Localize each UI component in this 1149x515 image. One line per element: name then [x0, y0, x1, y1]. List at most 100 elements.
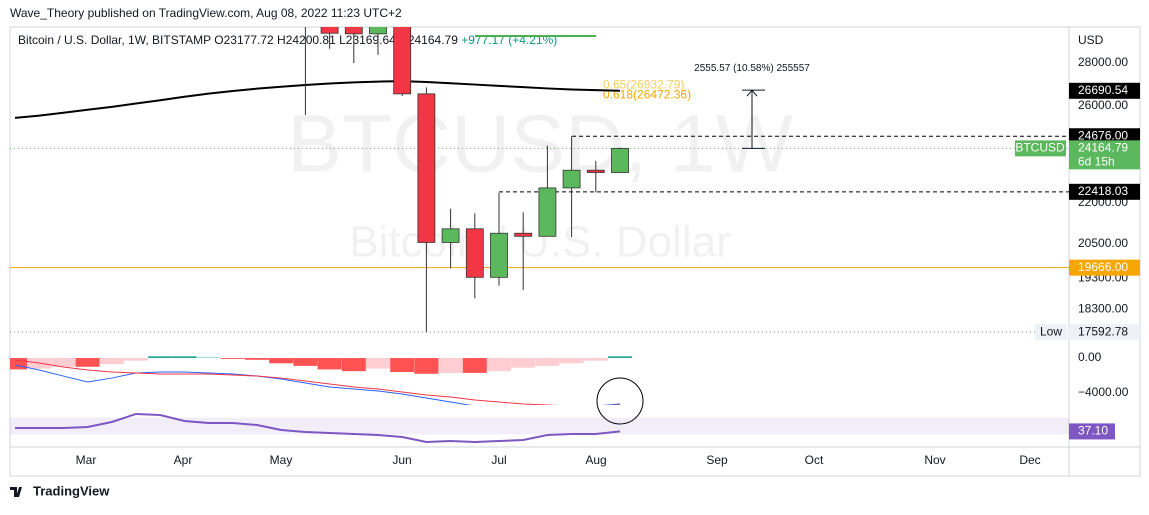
macd-histogram-bar	[148, 356, 173, 359]
macd-signal-line	[14, 359, 620, 405]
watermark: BTCUSD, 1W	[287, 99, 793, 190]
logo: TradingView	[10, 483, 110, 498]
level-badge	[1069, 128, 1140, 145]
macd-histogram-bar	[608, 356, 632, 359]
macd-histogram-bar	[462, 358, 487, 373]
level-label: 24676.00	[1078, 128, 1128, 142]
macd-histogram-bar	[293, 358, 318, 366]
macd-histogram-bar	[341, 358, 366, 372]
macd-histogram-bar	[583, 358, 608, 361]
level-label: 22418.03	[1078, 184, 1128, 198]
legend-value: O23177.72	[214, 33, 274, 47]
macd-histogram-bar	[535, 358, 560, 366]
macd-histogram-bar	[414, 358, 439, 374]
header: Wave_Theory published on TradingView.com…	[10, 6, 402, 20]
level-badge	[1069, 183, 1140, 200]
moving-average	[14, 80, 621, 119]
macd-pane	[10, 356, 632, 405]
fib-label: 0.618(26472.36)	[603, 88, 691, 102]
x-tick-label: Sep	[706, 453, 728, 467]
low-tag-label: Low	[1040, 324, 1062, 338]
macd-histogram-bar	[511, 358, 536, 368]
measure-arrow	[746, 89, 758, 97]
price-badge	[1069, 140, 1140, 170]
macd-histogram-bar	[438, 358, 463, 373]
macd-histogram-bar	[559, 358, 584, 364]
legend-value: C24164.79	[399, 33, 458, 47]
measure-label: 2555.57 (10.58%) 255557	[694, 63, 810, 74]
rsi-pane	[10, 412, 1069, 444]
macd-histogram-bar	[366, 358, 390, 369]
candle-body	[369, 27, 387, 35]
macd-histogram-bar	[172, 356, 197, 359]
candle-body	[514, 232, 533, 237]
macd-tick-label: −4000.00	[1078, 385, 1129, 399]
candle-body	[441, 228, 460, 243]
x-tick-label: Jul	[491, 453, 506, 467]
candle-body	[344, 27, 363, 35]
macd-histogram-bar	[10, 358, 27, 370]
x-tick-label: Mar	[76, 453, 97, 467]
macd-histogram-bar	[487, 358, 511, 372]
macd-histogram-bar	[220, 358, 245, 359]
candle-body	[611, 147, 629, 173]
candle-body	[538, 187, 557, 237]
y-tick-label: 20500.00	[1078, 236, 1128, 250]
legend-value: H24200.81	[277, 33, 336, 47]
candle-body	[465, 228, 484, 278]
level-badge	[1069, 259, 1140, 276]
candle-body	[417, 93, 436, 243]
x-tick-label: Nov	[924, 453, 945, 467]
logo-icon	[10, 487, 22, 497]
candle-body	[562, 169, 581, 189]
legend-title: Bitcoin / U.S. Dollar, 1W, BITSTAMP	[18, 33, 211, 47]
rsi-line	[15, 412, 621, 444]
currency: USD	[1078, 33, 1104, 47]
x-tick-label: May	[270, 453, 293, 467]
low-value: 17592.78	[1078, 324, 1128, 338]
low-badge	[1069, 324, 1140, 341]
chart-border	[9, 26, 1141, 477]
price-label: 24164.79	[1078, 141, 1128, 155]
y-tick-label: 28000.00	[1078, 55, 1128, 69]
ma-badge	[1069, 82, 1140, 99]
macd-macd-line	[14, 364, 621, 405]
level-label: 19666.00	[1078, 260, 1128, 274]
annotation-circle	[596, 377, 644, 425]
macd-histogram-bar	[75, 358, 100, 367]
x-tick-label: Apr	[174, 453, 193, 467]
low-tag	[1035, 324, 1067, 341]
candle-body	[586, 169, 605, 173]
macd-histogram-bar	[124, 358, 148, 361]
macd-tick-label: 0.00	[1078, 350, 1102, 364]
rsi-label: 37.10	[1078, 424, 1108, 438]
y-tick-label: 26000.00	[1078, 98, 1128, 112]
rsi-band	[10, 417, 1069, 435]
x-tick-label: Jun	[392, 453, 411, 467]
macd-histogram-bar	[99, 358, 124, 365]
macd-histogram-bar	[390, 358, 415, 373]
candle-body	[393, 27, 412, 95]
logo-text: TradingView	[33, 483, 110, 498]
x-tick-label: Aug	[585, 453, 606, 467]
legend-value: L23169.64	[339, 33, 396, 47]
macd-histogram-bar	[269, 358, 294, 364]
candle-body	[490, 232, 508, 278]
y-tick-label: 18300.00	[1078, 302, 1128, 316]
fib-label: 0.65(26932.79)	[603, 78, 684, 92]
candle-body	[320, 27, 339, 34]
x-tick-label: Oct	[805, 453, 824, 467]
symbol-badge	[1015, 140, 1066, 157]
rsi-badge	[1069, 423, 1115, 440]
price-pane: 0.65(26932.79)0.618(26472.36) 2555.57 (10…	[10, 27, 1069, 333]
macd-histogram-bar	[196, 356, 221, 359]
macd-histogram-bar	[317, 358, 342, 370]
symbol-label: BTCUSD	[1015, 141, 1065, 155]
ma-label: 26690.54	[1078, 83, 1128, 97]
macd-histogram-bar	[51, 358, 76, 367]
macd-histogram-bar	[245, 358, 269, 360]
x-tick-label: Dec	[1019, 453, 1040, 467]
countdown-label: 6d 15h	[1078, 155, 1115, 169]
